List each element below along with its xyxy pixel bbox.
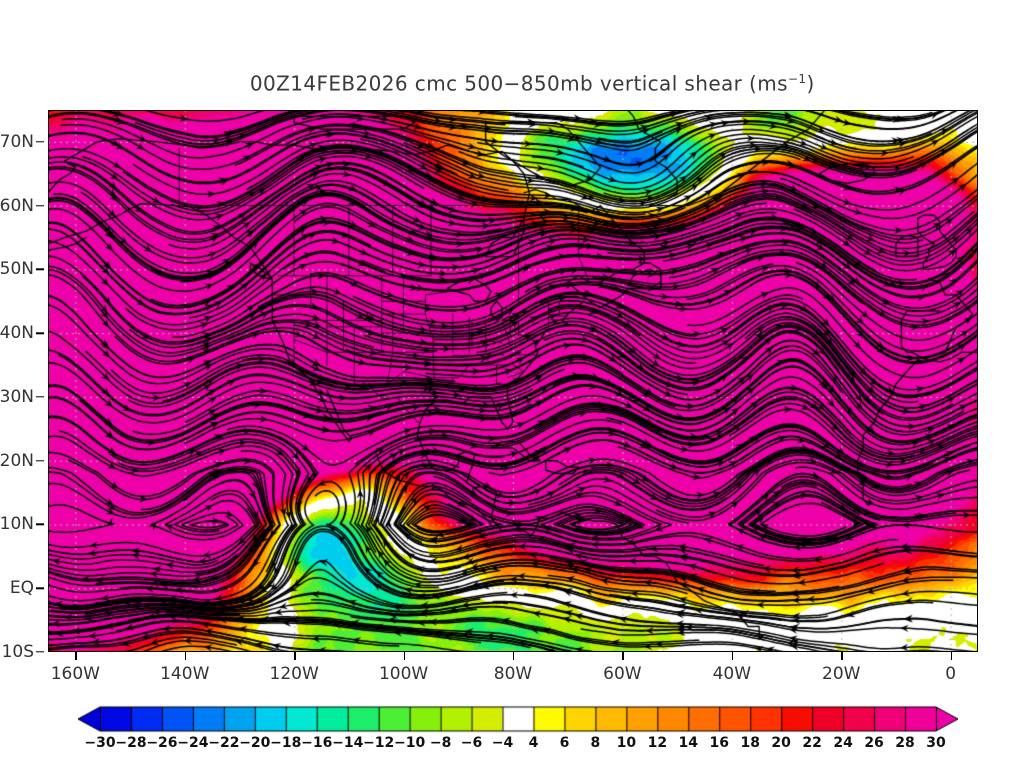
colorbar-tick-label: 16	[709, 735, 729, 751]
x-tick-mark	[950, 652, 953, 660]
title-line-1-post: )	[806, 71, 815, 96]
colorbar-tick-labels: −30 −28 −26 −24 −22 −20 −18 −16 −14 −12 −10 −8 −6 −4 4…	[78, 733, 958, 757]
x-axis: 160W 140W 120W 100W 80W 60W 40W 20W 0	[48, 652, 978, 692]
x-tick-label: 0	[945, 664, 957, 684]
map-plot-area	[48, 110, 978, 652]
colorbar-tick-label: 22	[802, 735, 822, 751]
title-line-1-mid: 850mb vertical shear (ms	[520, 71, 788, 96]
x-tick-label: 80W	[493, 664, 533, 684]
y-tick-label: 40N	[0, 323, 34, 344]
y-tick-label: 10N	[0, 514, 34, 535]
colorbar-tick-label: −30	[84, 735, 116, 751]
colorbar-tick-label: −12	[363, 735, 395, 751]
shear-field-canvas	[48, 110, 978, 652]
colorbar-tick-label: 18	[740, 735, 760, 751]
y-tick-label: 10S	[1, 642, 34, 662]
y-tick-label: 50N	[0, 259, 34, 280]
y-tick-mark	[36, 332, 44, 334]
colorbar-tick-label: 24	[833, 735, 853, 751]
colorbar-tick-label: 10	[616, 735, 637, 751]
y-tick-mark	[36, 651, 44, 653]
x-tick-mark	[403, 652, 405, 660]
colorbar-tick-label: −28	[115, 735, 147, 751]
title-line-1: 00Z14FEB2026 cmc 500−850mb vertical shea…	[0, 42, 1024, 122]
x-tick-mark	[731, 652, 734, 660]
colorbar-swatches	[78, 703, 958, 735]
colorbar-tick-label: −24	[177, 735, 209, 751]
colorbar-tick-label: −4	[491, 735, 514, 751]
x-tick-mark	[841, 652, 843, 660]
y-tick-label: EQ	[9, 578, 34, 599]
colorbar-tick-label: 30	[926, 735, 946, 751]
colorbar-tick-label: 14	[678, 735, 699, 751]
y-tick-mark	[36, 204, 44, 207]
y-tick-label: 70N	[0, 131, 34, 152]
x-tick-mark	[513, 652, 515, 660]
colorbar-tick-label: −14	[332, 735, 364, 751]
colorbar-tick-label: 12	[647, 735, 668, 751]
y-tick-label: 20N	[0, 450, 34, 471]
y-tick-mark	[36, 396, 44, 398]
y-tick-label: 30N	[0, 386, 34, 407]
colorbar-tick-label: 26	[864, 735, 884, 751]
x-tick-label: 140W	[160, 664, 210, 684]
y-tick-mark	[36, 523, 44, 526]
x-tick-mark	[184, 652, 187, 660]
x-tick-label: 120W	[269, 664, 319, 684]
colorbar-tick-label: 28	[895, 735, 915, 751]
y-tick-mark	[36, 587, 44, 589]
title-line-1-text: 00Z14FEB2026 cmc 500	[249, 71, 504, 96]
colorbar-tick-label: 8	[590, 735, 601, 751]
x-tick-mark	[622, 652, 624, 660]
title-units-exponent: −1	[787, 72, 807, 86]
y-tick-mark	[36, 141, 44, 143]
x-tick-mark	[294, 652, 296, 660]
colorbar-tick-label: 4	[528, 735, 539, 751]
colorbar-tick-label: −26	[146, 735, 178, 751]
x-tick-label: 20W	[822, 664, 861, 684]
colorbar-tick-label: −10	[394, 735, 426, 751]
title-dash: −	[503, 71, 521, 96]
x-tick-label: 40W	[712, 664, 752, 684]
colorbar-tick-label: 20	[771, 735, 791, 751]
colorbar-tick-label: −20	[239, 735, 271, 751]
x-tick-mark	[75, 652, 77, 660]
y-tick-label: 60N	[0, 195, 34, 216]
y-tick-mark	[36, 460, 44, 462]
colorbar-tick-label: −22	[208, 735, 240, 751]
colorbar-tick-label: 6	[559, 735, 570, 751]
x-tick-label: 160W	[50, 664, 100, 684]
colorbar-tick-label: −18	[270, 735, 302, 751]
colorbar-tick-label: −6	[460, 735, 483, 751]
colorbar-tick-label: −8	[429, 735, 452, 751]
x-tick-label: 100W	[378, 664, 429, 684]
colorbar: −30 −28 −26 −24 −22 −20 −18 −16 −14 −12 −10 −8 −6 −4 4…	[78, 703, 958, 759]
colorbar-tick-label: −16	[301, 735, 333, 751]
y-tick-mark	[36, 268, 44, 271]
y-axis: 10S EQ 10N 20N 30N 40N 50N 60N 70N	[0, 110, 44, 662]
x-tick-label: 60W	[603, 664, 642, 684]
